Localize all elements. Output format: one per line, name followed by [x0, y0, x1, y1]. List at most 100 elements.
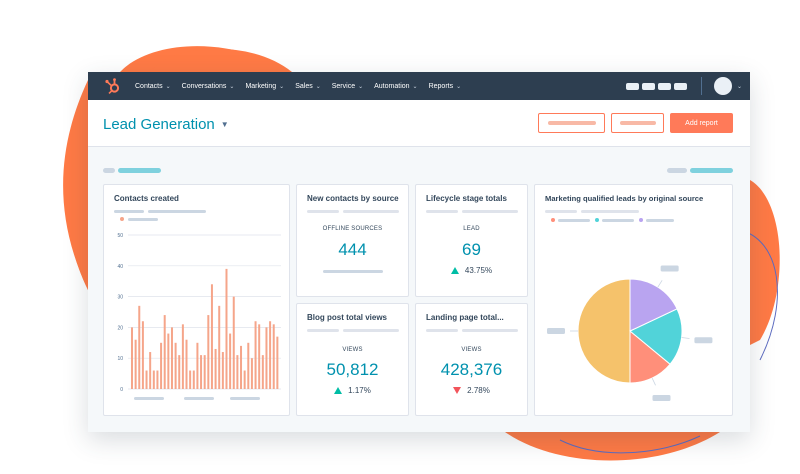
legend-label-placeholder: [602, 219, 634, 222]
report-card-lifecycle[interactable]: Lifecycle stage totals LEAD 69 43.75%: [415, 184, 528, 297]
bar[interactable]: [218, 305, 221, 389]
menu-conversations[interactable]: Conversations ⌄: [182, 83, 235, 90]
utility-button[interactable]: [625, 82, 639, 90]
menu-sales[interactable]: Sales ⌄: [295, 83, 321, 90]
bar[interactable]: [272, 324, 275, 389]
bar[interactable]: [134, 339, 137, 389]
y-tick-label: 20: [117, 325, 123, 331]
menu-service[interactable]: Service ⌄: [332, 83, 363, 90]
bar[interactable]: [236, 355, 239, 389]
bar[interactable]: [138, 305, 141, 389]
menu-label: Reports: [428, 82, 454, 90]
pie-slice[interactable]: [629, 278, 678, 332]
utility-button[interactable]: [641, 82, 655, 90]
bar[interactable]: [156, 370, 159, 389]
subtitle-placeholder: [114, 210, 144, 213]
bar[interactable]: [214, 348, 217, 389]
bar[interactable]: [203, 355, 206, 389]
bar[interactable]: [200, 355, 203, 389]
chevron-down-icon: ⌄: [279, 83, 285, 90]
filter-pill-active[interactable]: [118, 168, 161, 173]
filter-pill[interactable]: [667, 168, 687, 173]
bar[interactable]: [192, 370, 195, 389]
orange-blob-left-body: [150, 48, 292, 72]
legend-swatch: [639, 218, 643, 222]
bar[interactable]: [250, 358, 253, 389]
add-report-button[interactable]: Add report: [670, 113, 733, 133]
chevron-down-icon: ⌄: [315, 83, 321, 90]
menu-label: Conversations: [181, 82, 227, 90]
bar[interactable]: [163, 315, 166, 389]
menu-label: Contacts: [135, 82, 163, 90]
dashboard-selector[interactable]: Lead Generation ▼: [103, 116, 229, 133]
bar[interactable]: [225, 268, 228, 389]
bar[interactable]: [269, 321, 272, 389]
nav-utilities: ⌄: [623, 72, 742, 100]
y-tick-label: 50: [117, 233, 123, 239]
secondary-button[interactable]: [538, 113, 605, 133]
bar[interactable]: [178, 355, 181, 389]
menu-label: Automation: [374, 82, 410, 90]
bar[interactable]: [167, 333, 170, 389]
pie-slice[interactable]: [577, 278, 631, 384]
bar[interactable]: [207, 315, 210, 389]
bar[interactable]: [196, 342, 199, 389]
sprocket-logo-icon[interactable]: [104, 77, 122, 95]
avatar[interactable]: [713, 77, 732, 95]
bar[interactable]: [141, 321, 144, 389]
filter-pill[interactable]: [103, 168, 115, 173]
secondary-button[interactable]: [611, 113, 664, 133]
bar[interactable]: [258, 324, 261, 389]
bar[interactable]: [254, 321, 257, 389]
y-tick-label: 0: [120, 387, 123, 393]
button-label-placeholder: [619, 121, 656, 125]
subtitle-placeholder: [545, 210, 577, 213]
bar[interactable]: [265, 327, 268, 389]
bar[interactable]: [149, 352, 152, 389]
kpi-change: 2.78%: [416, 386, 527, 395]
bar[interactable]: [232, 296, 235, 389]
main-menu: Contacts ⌄ Conversations ⌄ Marketing ⌄ Sale…: [135, 72, 472, 100]
bar[interactable]: [152, 370, 155, 389]
menu-reports[interactable]: Reports ⌄: [429, 83, 462, 90]
bar[interactable]: [247, 342, 250, 389]
menu-contacts[interactable]: Contacts ⌄: [135, 83, 171, 90]
kpi-change-value: 2.78%: [467, 386, 490, 395]
subtitle-placeholder: [343, 210, 399, 213]
bar[interactable]: [229, 333, 232, 389]
report-card-blog-views[interactable]: Blog post total views VIEWS 50,812 1.17%: [296, 303, 409, 416]
utility-button[interactable]: [673, 82, 687, 90]
legend-swatch: [551, 218, 555, 222]
callout-line: [651, 377, 656, 386]
report-card-new-contacts[interactable]: New contacts by source OFFLINE SOURCES 4…: [296, 184, 409, 297]
subtitle-placeholder: [148, 210, 206, 213]
bar[interactable]: [160, 342, 163, 389]
bar[interactable]: [170, 327, 173, 389]
kpi-change: 43.75%: [416, 266, 527, 275]
report-card-landing-views[interactable]: Landing page total... VIEWS 428,376 2.78…: [415, 303, 528, 416]
bar[interactable]: [181, 324, 184, 389]
kpi-value: 428,376: [440, 360, 503, 379]
chevron-down-icon[interactable]: ⌄: [736, 83, 742, 90]
bar[interactable]: [243, 370, 246, 389]
bar[interactable]: [174, 342, 177, 389]
menu-automation[interactable]: Automation ⌄: [374, 83, 417, 90]
report-card-contacts-created[interactable]: Contacts created 0 10 20 30 40 50: [103, 184, 290, 416]
kpi-label: VIEWS: [461, 347, 482, 353]
bar[interactable]: [131, 327, 133, 389]
line-curve-right: [739, 229, 778, 361]
bar[interactable]: [189, 370, 192, 389]
bar[interactable]: [261, 355, 264, 389]
bar[interactable]: [210, 284, 213, 389]
report-card-mql-by-source[interactable]: Marketing qualified leads by original so…: [534, 184, 733, 416]
filter-pill-active[interactable]: [690, 168, 733, 173]
menu-marketing[interactable]: Marketing ⌄: [245, 83, 284, 90]
bar[interactable]: [145, 370, 148, 389]
utility-button[interactable]: [657, 82, 671, 90]
bar[interactable]: [276, 336, 279, 389]
bar[interactable]: [221, 352, 224, 389]
callout-label-placeholder: [694, 337, 713, 344]
kpi-value: 444: [338, 240, 367, 259]
bar[interactable]: [185, 339, 188, 389]
bar[interactable]: [240, 345, 243, 389]
